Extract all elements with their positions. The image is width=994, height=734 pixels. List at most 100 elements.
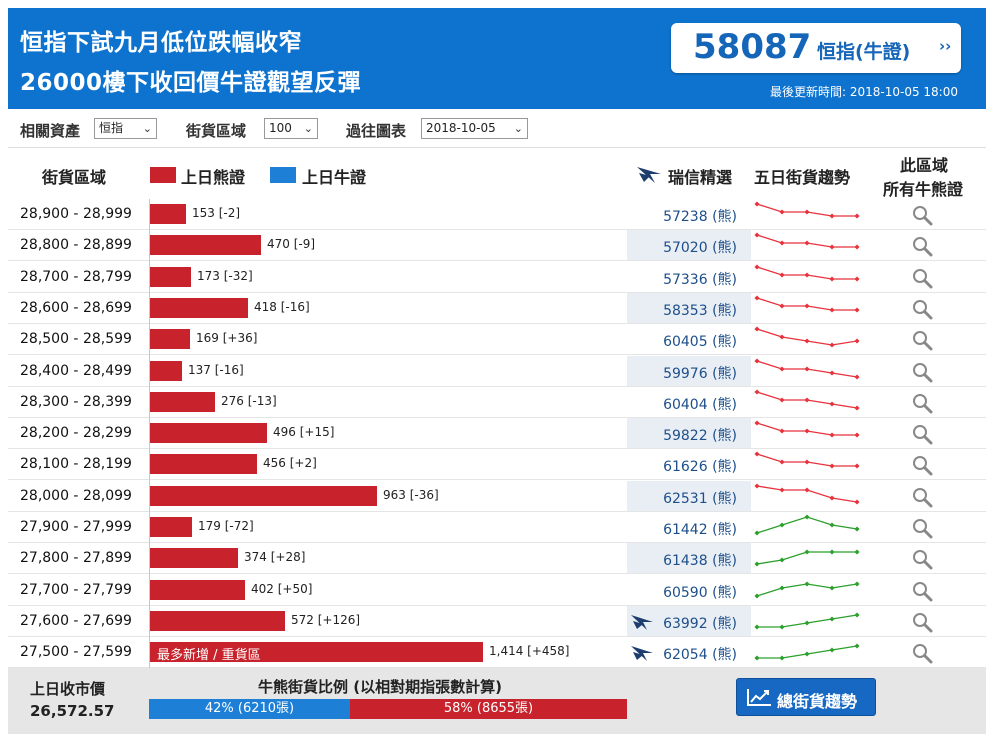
search-icon[interactable] [912, 549, 934, 571]
trend-sparkline [754, 357, 860, 380]
past-chart-select[interactable]: 2018-10-05 ⌄ [421, 118, 528, 139]
ubs-logo-icon [637, 167, 661, 183]
trend-point [854, 612, 860, 618]
table-row: 28,300 - 28,399 276 [-13] 60404 (熊) [8, 387, 986, 418]
table-row: 28,400 - 28,499 137 [-16] 59976 (熊) [8, 355, 986, 387]
trend-point [779, 397, 785, 403]
search-icon[interactable] [912, 424, 934, 446]
featured-code-button[interactable]: 58087 恒指(牛證) ›› [671, 23, 961, 73]
trend-point [854, 549, 860, 555]
search-icon[interactable] [912, 455, 934, 477]
search-icon[interactable] [912, 581, 934, 603]
range-label: 28,600 - 28,699 [20, 299, 132, 316]
search-icon[interactable] [912, 330, 934, 352]
search-icon[interactable] [912, 299, 934, 321]
trend-point [854, 526, 860, 532]
trend-point [754, 451, 760, 457]
trend-point [829, 276, 835, 282]
bar-value-label: 173 [-32] [197, 268, 253, 283]
total-trend-button[interactable]: 總街貨趨勢 [736, 678, 876, 716]
warrant-code-link[interactable]: 58353 (熊) [663, 302, 737, 319]
range-label: 28,500 - 28,599 [20, 331, 132, 348]
range-label: 28,700 - 28,799 [20, 268, 132, 285]
code-cell: 62054 (熊) [627, 637, 751, 667]
warrant-code-link[interactable]: 61626 (熊) [663, 459, 737, 476]
bar-value-label: 153 [-2] [192, 206, 241, 220]
search-icon[interactable] [912, 643, 934, 665]
warrant-code-link[interactable]: 60405 (熊) [663, 334, 737, 351]
trend-point [829, 213, 835, 219]
ratio-title: 牛熊街貨比例 (以相對期指張數計算) [258, 678, 502, 696]
trend-point [804, 397, 810, 403]
warrant-code-link[interactable]: 62531 (熊) [663, 490, 737, 507]
col-ubs: 瑞信精選 [668, 168, 733, 187]
asset-select[interactable]: 恒指 ⌄ [94, 118, 157, 139]
zone-select[interactable]: 100 ⌄ [264, 118, 318, 139]
trend-point [829, 616, 835, 622]
bar-value-label: 496 [+15] [273, 425, 335, 440]
trend-point [829, 463, 835, 469]
range-label: 28,900 - 28,999 [20, 206, 132, 222]
asset-select-value: 恒指 [99, 121, 124, 135]
trend-point [854, 307, 860, 313]
bear-bar [150, 297, 248, 318]
warrant-code-link[interactable]: 63992 (熊) [663, 615, 737, 632]
table-row: 28,200 - 28,299 496 [+15] 59822 (熊) [8, 418, 986, 450]
bear-bar [150, 642, 483, 663]
bull-legend-label: 上日牛證 [302, 168, 367, 187]
bear-ratio-segment: 58% (8655張) [350, 699, 627, 719]
asset-label: 相關資產 [20, 122, 81, 140]
bear-bar [150, 454, 257, 475]
search-icon[interactable] [912, 205, 934, 227]
trend-point [854, 405, 860, 411]
warrant-code-link[interactable]: 57238 (熊) [663, 209, 737, 225]
warrant-code-link[interactable]: 59976 (熊) [663, 365, 737, 382]
warrant-code-link[interactable]: 60590 (熊) [663, 584, 737, 601]
chevron-down-icon: ⌄ [513, 122, 523, 135]
search-icon[interactable] [912, 236, 934, 258]
trend-point [804, 487, 810, 493]
warrant-code-link[interactable]: 57020 (熊) [663, 240, 737, 257]
trend-point [754, 264, 760, 270]
past-chart-select-value: 2018-10-05 [426, 121, 496, 135]
bear-bar [150, 485, 377, 506]
warrant-code-link[interactable]: 61438 (熊) [663, 553, 737, 570]
warrant-code-link[interactable]: 57336 (熊) [663, 271, 737, 288]
zone-label: 街貨區域 [186, 122, 247, 140]
trend-point [804, 514, 810, 520]
code-cell: 60405 (熊) [627, 324, 751, 354]
search-icon[interactable] [912, 518, 934, 540]
trend-point [804, 209, 810, 215]
warrant-code-link[interactable]: 62054 (熊) [663, 647, 737, 664]
trend-point [779, 585, 785, 591]
trend-point [804, 303, 810, 309]
bear-bar [150, 423, 267, 444]
trend-point [804, 651, 810, 657]
trend-point [779, 522, 785, 528]
bull-bear-ratio-bar: 42% (6210張) 58% (8655張) [149, 699, 627, 719]
search-icon[interactable] [912, 268, 934, 290]
trend-point [754, 655, 760, 661]
range-label: 27,900 - 27,999 [20, 519, 132, 535]
headline-subtitle: 26000樓下收回價牛證觀望反彈 [20, 70, 362, 96]
warrant-code-link[interactable]: 61442 (熊) [663, 522, 737, 538]
trend-point [854, 432, 860, 438]
code-cell: 59822 (熊) [627, 418, 751, 449]
search-icon[interactable] [912, 487, 934, 509]
axis-divider [149, 199, 150, 668]
trend-point [754, 326, 760, 332]
search-icon[interactable] [912, 612, 934, 634]
range-label: 28,400 - 28,499 [20, 362, 132, 379]
bear-bar [150, 579, 245, 600]
code-cell: 58353 (熊) [627, 292, 751, 323]
trend-sparkline [754, 420, 860, 438]
search-icon[interactable] [912, 393, 934, 415]
bar-value-label: 169 [+36] [196, 331, 258, 346]
warrant-code-link[interactable]: 60404 (熊) [663, 396, 737, 413]
warrant-code-link[interactable]: 59822 (熊) [663, 428, 737, 445]
code-cell: 60590 (熊) [627, 575, 751, 605]
range-label: 28,300 - 28,399 [20, 393, 132, 410]
trend-point [829, 495, 835, 501]
table-row: 28,500 - 28,599 169 [+36] 60405 (熊) [8, 324, 986, 356]
search-icon[interactable] [912, 362, 934, 384]
